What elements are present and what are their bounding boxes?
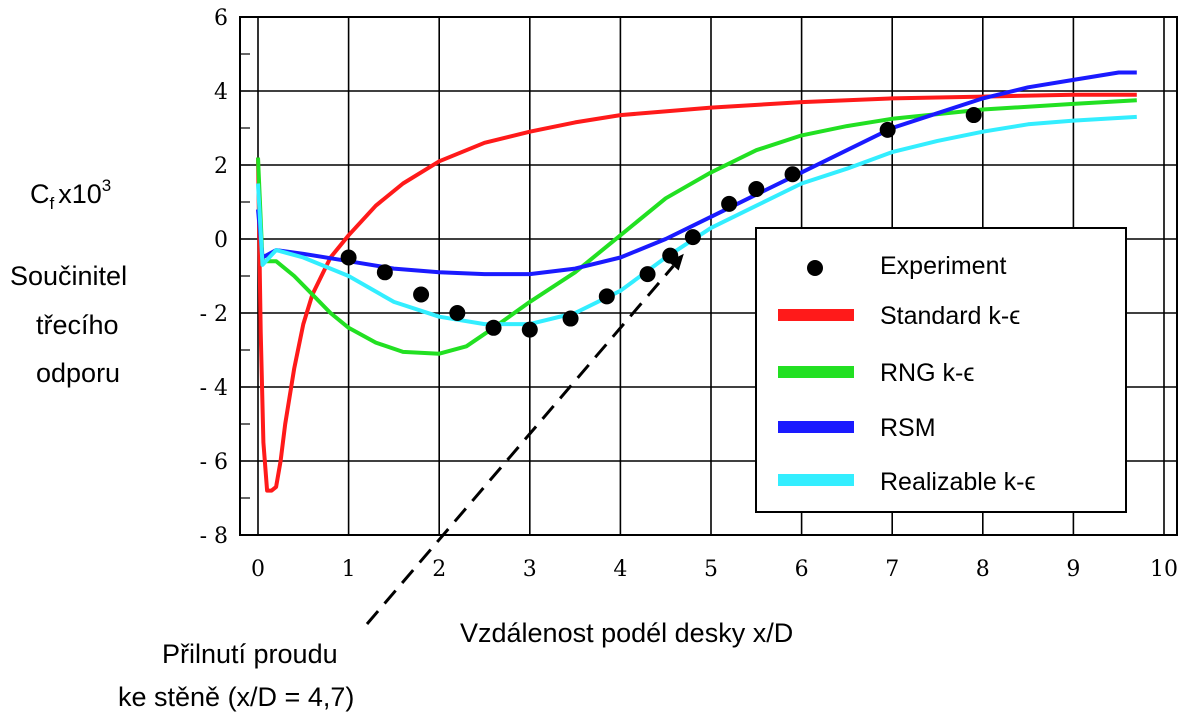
x-tick-label: 6 [795,557,809,582]
x-axis-label: Vzdálenost podél desky x/D [460,618,793,648]
experiment-point [486,320,502,336]
y-label-line-2: třecího [36,310,119,340]
experiment-point [522,322,538,338]
y-label-line-3: odporu [36,358,120,388]
experiment-point [721,196,737,212]
x-tick-label: 5 [704,557,718,582]
experiment-point [966,107,982,123]
x-tick-label: 0 [251,557,265,582]
experiment-point [341,250,357,266]
x-tick-label: 7 [885,557,899,582]
y-tick-label: - 6 [200,450,228,475]
x-tick-label: 8 [976,557,990,582]
legend-swatch-standard [778,309,854,321]
legend: Experiment Standard k-ϵ RNG k-ϵ RSM Real… [756,228,1126,512]
experiment-point [880,122,896,138]
y-tick-label: 4 [214,80,228,105]
experiment-point [599,288,615,304]
annotation-line-2: ke stěně (x/D = 4,7) [118,682,354,712]
annotation-line-1: Přilnutí proudu [162,639,338,669]
y-label-symbol: C [30,179,50,209]
y-tick-label: - 4 [200,376,228,401]
legend-marker-experiment [807,260,823,276]
experiment-point [377,264,393,280]
legend-label-realizable: Realizable k-ϵ [880,468,1036,496]
y-tick-label: 2 [214,154,228,179]
x-tick-label: 10 [1150,557,1178,582]
x-tick-label: 4 [613,557,627,582]
experiment-point [640,266,656,282]
experiment-point [785,166,801,182]
y-label-multiplier: x10 [58,179,102,209]
y-tick-label: - 2 [200,302,228,327]
y-label-exponent: 3 [102,176,111,195]
x-tick-label: 9 [1066,557,1080,582]
legend-swatch-realizable [778,474,854,486]
legend-label-experiment: Experiment [880,252,1006,280]
y-tick-label: 0 [214,228,228,253]
y-label-subscript: f [50,194,55,213]
legend-swatch-rsm [778,421,854,433]
experiment-point [685,229,701,245]
legend-label-rng: RNG k-ϵ [880,359,974,387]
y-tick-label: 6 [214,6,228,31]
experiment-point [413,287,429,303]
legend-label-rsm: RSM [880,414,936,442]
legend-swatch-rng [778,366,854,378]
y-label-line-1: Součinitel [10,261,127,291]
experiment-point [449,305,465,321]
y-tick-label: - 8 [200,524,228,549]
experiment-point [563,311,579,327]
x-tick-label: 2 [432,557,446,582]
legend-label-standard: Standard k-ϵ [880,302,1020,330]
x-tick-label: 1 [342,557,356,582]
experiment-point [748,181,764,197]
x-tick-label: 3 [523,557,537,582]
